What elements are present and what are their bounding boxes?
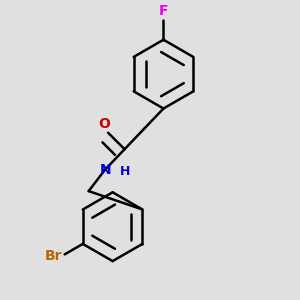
Text: O: O [99, 117, 110, 131]
Text: F: F [159, 4, 168, 18]
Text: H: H [119, 166, 130, 178]
Text: N: N [99, 163, 111, 177]
Text: Br: Br [45, 249, 62, 263]
